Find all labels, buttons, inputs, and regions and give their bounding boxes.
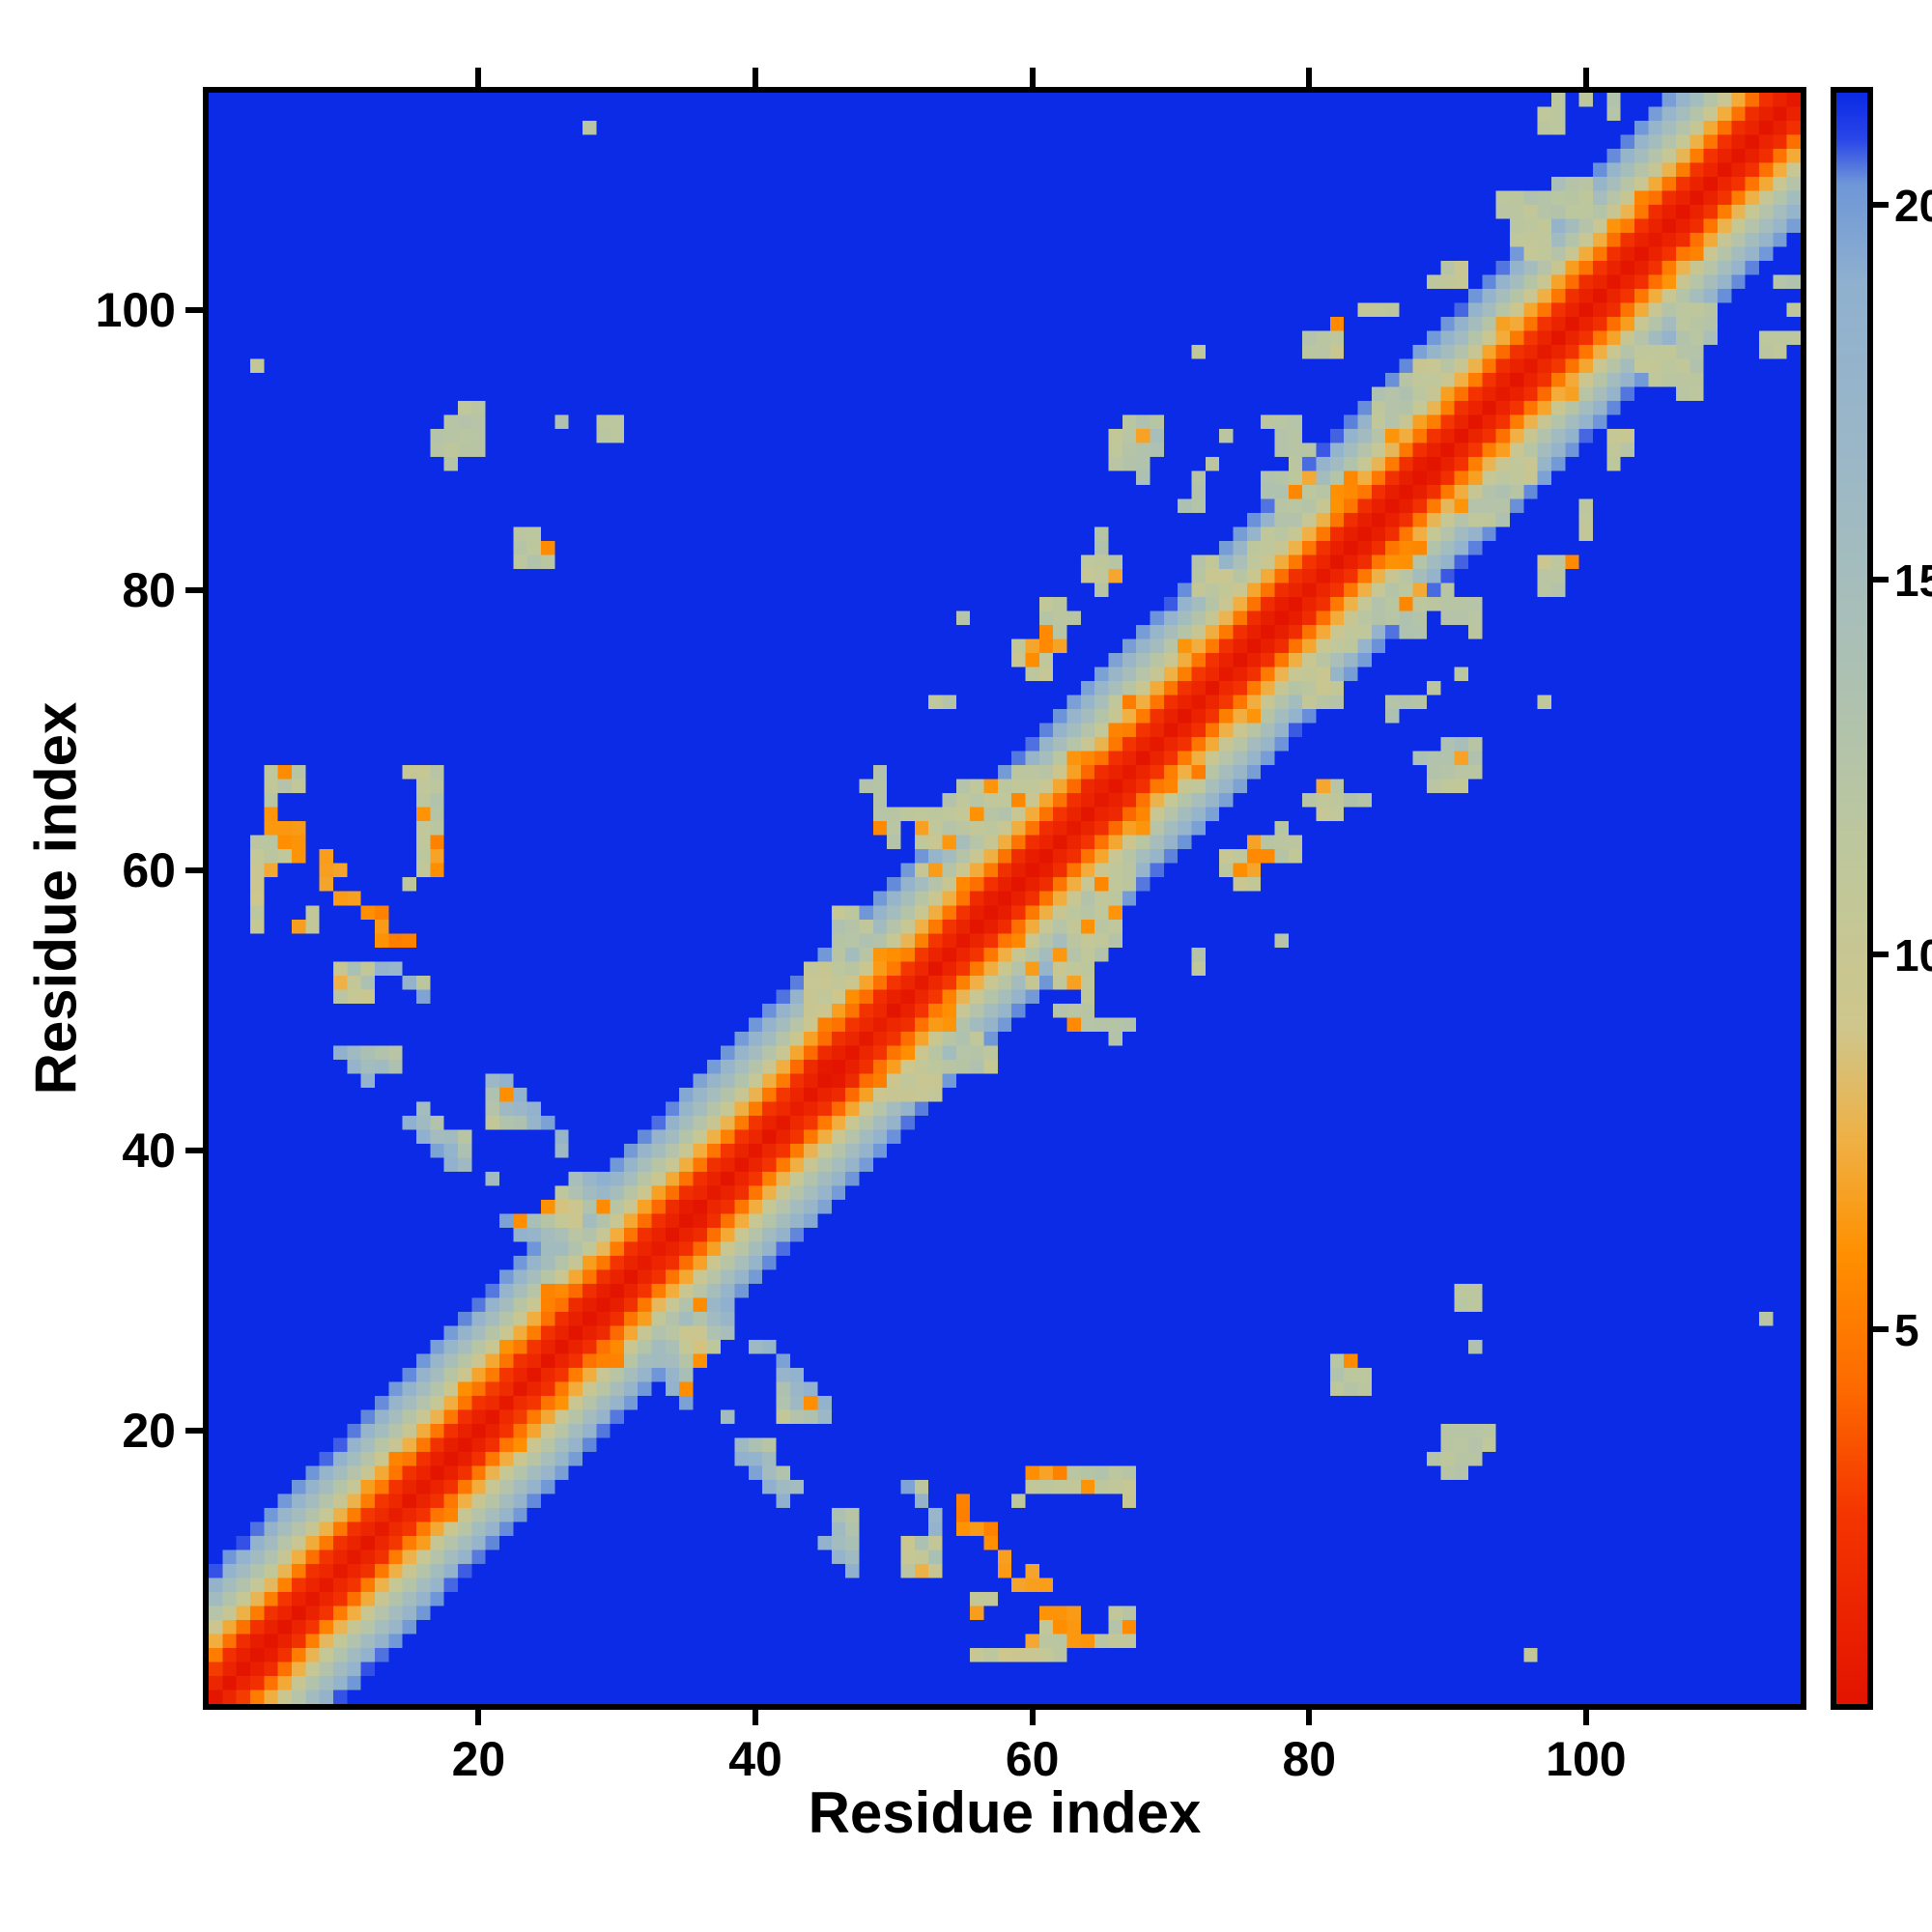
x-tick-label: 20	[451, 1732, 506, 1786]
y-tick-label: 20	[122, 1404, 176, 1459]
x-axis-label: Residue index	[808, 1780, 1202, 1845]
colorbar-tick-label: 15	[1894, 555, 1932, 607]
y-tick-label: 40	[122, 1123, 176, 1179]
y-tick-mark	[185, 306, 203, 313]
x-tick-mark-top	[475, 68, 482, 87]
y-tick-mark	[185, 867, 203, 873]
x-tick-label: 100	[1546, 1732, 1627, 1786]
x-tick-label: 80	[1282, 1732, 1337, 1786]
colorbar-tick-mark	[1873, 577, 1889, 583]
y-tick-mark	[185, 586, 203, 593]
x-tick-mark-bottom	[1306, 1710, 1313, 1725]
y-tick-mark	[185, 1148, 203, 1154]
y-tick-label: 100	[95, 282, 176, 337]
x-tick-label: 40	[728, 1732, 782, 1786]
x-tick-mark-top	[1306, 68, 1313, 87]
heatmap-plot-frame	[203, 87, 1806, 1710]
x-tick-mark-bottom	[753, 1710, 759, 1725]
x-tick-mark-bottom	[1582, 1710, 1589, 1725]
colorbar	[1831, 87, 1873, 1710]
colorbar-tick-label: 5	[1894, 1305, 1919, 1356]
x-tick-label: 60	[1005, 1732, 1060, 1786]
colorbar-tick-mark	[1873, 202, 1889, 209]
x-tick-mark-bottom	[475, 1710, 482, 1725]
x-tick-mark-top	[1582, 68, 1589, 87]
y-axis-label: Residue index	[23, 701, 89, 1095]
heatmap-canvas	[209, 93, 1801, 1704]
colorbar-tick-mark	[1873, 1326, 1889, 1333]
colorbar-tick-mark	[1873, 952, 1889, 958]
y-tick-label: 80	[122, 562, 176, 617]
colorbar-canvas	[1836, 93, 1867, 1704]
colorbar-tick-label: 20	[1894, 181, 1932, 232]
x-tick-mark-top	[1029, 68, 1036, 87]
colorbar-tick-label: 10	[1894, 930, 1932, 981]
x-tick-mark-top	[753, 68, 759, 87]
y-tick-label: 60	[122, 842, 176, 897]
y-tick-mark	[185, 1428, 203, 1435]
x-tick-mark-bottom	[1029, 1710, 1036, 1725]
